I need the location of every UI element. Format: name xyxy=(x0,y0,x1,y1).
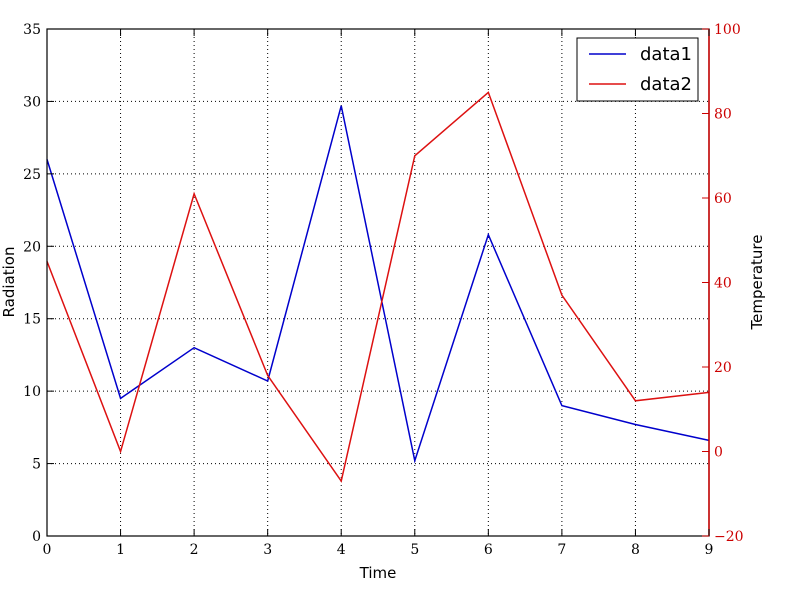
right-tick-label: 80 xyxy=(714,107,732,123)
right-tick-label: 0 xyxy=(714,445,723,461)
left-axis-label: Radiation xyxy=(0,247,18,318)
right-tick-label: 60 xyxy=(714,191,732,207)
legend: data1 data2 xyxy=(576,37,699,102)
x-tick-label: 3 xyxy=(263,542,272,558)
right-tick-label: 100 xyxy=(714,22,741,38)
ticks-layer: 0 1 2 3 4 5 6 7 8 9 0 5 10 15 20 25 30 35 −20 0 20 40 60 80 100 xyxy=(23,22,743,558)
x-tick-label: 8 xyxy=(631,542,640,558)
legend-box xyxy=(576,37,699,102)
series-line-data2 xyxy=(46,91,710,483)
left-tick-label: 0 xyxy=(32,529,41,545)
left-tick-label: 15 xyxy=(23,312,41,328)
right-tick-label: 40 xyxy=(714,276,732,292)
x-tick-label: 6 xyxy=(484,542,493,558)
x-tick-label: 7 xyxy=(557,542,566,558)
right-tick-label: −20 xyxy=(714,529,744,545)
series-line-data1 xyxy=(46,105,710,464)
left-tick-label: 10 xyxy=(23,384,41,400)
x-tick-label: 4 xyxy=(337,542,346,558)
right-tick-label: 20 xyxy=(714,360,732,376)
left-tick-label: 30 xyxy=(23,94,41,110)
series-layer xyxy=(46,91,710,483)
x-tick-label: 5 xyxy=(410,542,419,558)
left-tick-label: 35 xyxy=(23,22,41,38)
grid-layer xyxy=(47,29,709,536)
right-axis-label: Temperature xyxy=(748,234,766,330)
x-tick-label: 9 xyxy=(705,542,714,558)
x-axis-label: Time xyxy=(359,564,397,582)
x-tick-label: 0 xyxy=(43,542,52,558)
x-tick-label: 1 xyxy=(116,542,125,558)
legend-label-data2: data2 xyxy=(640,74,692,95)
legend-label-data1: data1 xyxy=(640,44,692,65)
x-tick-label: 2 xyxy=(190,542,199,558)
left-tick-label: 5 xyxy=(32,457,41,473)
left-tick-label: 25 xyxy=(23,167,41,183)
left-tick-label: 20 xyxy=(23,239,41,255)
